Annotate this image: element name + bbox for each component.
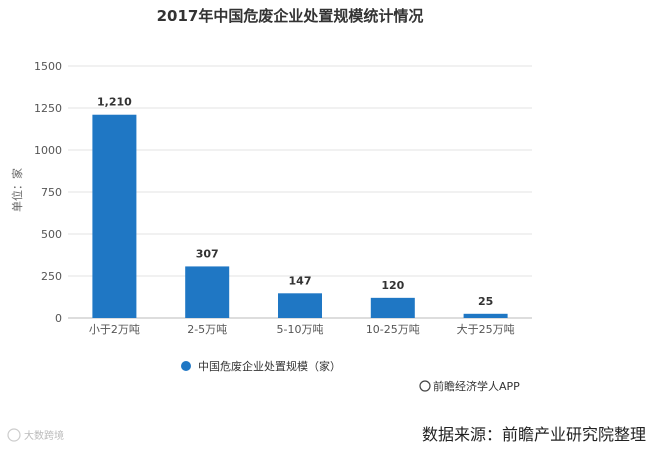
legend: 中国危废企业处置规模（家）	[181, 359, 341, 373]
x-category-label: 10-25万吨	[366, 323, 420, 336]
data-label: 1,210	[97, 96, 132, 109]
bar-0	[92, 114, 137, 318]
y-tick-label: 1500	[34, 60, 62, 73]
y-axis-ticks: 0 250 500 750 1000 1250 1500	[34, 60, 62, 325]
y-tick-label: 250	[41, 270, 62, 283]
data-label: 25	[478, 295, 493, 308]
bar-3	[370, 297, 415, 318]
data-labels: 1,210 307 147 120 25	[97, 96, 493, 308]
y-tick-label: 750	[41, 186, 62, 199]
x-category-label: 大于25万吨	[457, 322, 515, 336]
bars	[92, 114, 508, 318]
legend-label: 中国危废企业处置规模（家）	[198, 359, 341, 373]
credit-text: 前瞻经济学人APP	[433, 379, 520, 393]
credit-logo-icon	[419, 380, 431, 392]
y-tick-label: 1250	[34, 102, 62, 115]
y-tick-label: 500	[41, 228, 62, 241]
x-category-label: 小于2万吨	[89, 323, 140, 336]
legend-swatch	[181, 361, 191, 371]
chart-title: 2017年中国危废企业处置规模统计情况	[157, 7, 424, 25]
gridlines	[68, 65, 532, 277]
x-category-label: 5-10万吨	[277, 323, 324, 336]
data-label: 307	[196, 247, 219, 260]
y-tick-label: 1000	[34, 144, 62, 157]
y-tick-label: 0	[55, 312, 62, 325]
watermark-logo-icon	[7, 428, 21, 442]
credit: 前瞻经济学人APP	[419, 379, 520, 393]
y-axis-label: 单位：家	[10, 168, 24, 212]
bar-2	[278, 293, 322, 318]
bar-1	[185, 266, 230, 318]
x-axis-categories: 小于2万吨 2-5万吨 5-10万吨 10-25万吨 大于25万吨	[89, 322, 515, 336]
watermark: 大数跨境	[7, 428, 64, 442]
bar-4	[463, 313, 508, 318]
watermark-text: 大数跨境	[24, 429, 64, 442]
x-category-label: 2-5万吨	[187, 323, 227, 336]
data-label: 120	[381, 279, 404, 292]
data-label: 147	[289, 274, 312, 287]
data-source: 数据来源：前瞻产业研究院整理	[422, 425, 646, 444]
